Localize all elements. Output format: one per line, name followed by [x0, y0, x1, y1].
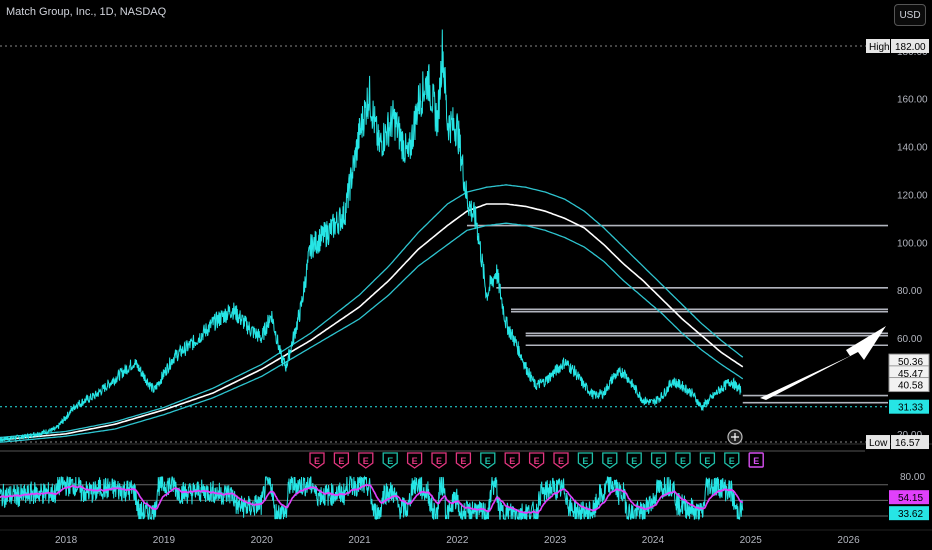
earnings-future-icon — [748, 452, 764, 468]
earnings-event-label: E — [704, 456, 710, 466]
earnings-event-icon — [358, 452, 374, 469]
earnings-event-icon — [675, 452, 691, 469]
earnings-event-label: E — [753, 456, 759, 466]
earnings-event-icon — [309, 452, 325, 469]
x-tick-label: 2019 — [153, 535, 176, 546]
rsi-ma-value-box — [889, 490, 929, 505]
x-tick-label: 2023 — [544, 535, 567, 546]
earnings-event-label: E — [338, 456, 344, 466]
y-tick-label: 80.00 — [897, 286, 922, 297]
earnings-event-icon — [577, 452, 594, 469]
earnings-event-label: E — [412, 456, 418, 466]
earnings-event-label: E — [582, 456, 588, 466]
earnings-event-label: E — [607, 456, 613, 466]
y-tick-label: 140.00 — [897, 143, 928, 154]
earnings-event-label: E — [509, 456, 515, 466]
x-tick-label: 2022 — [446, 535, 469, 546]
earnings-event-label: E — [436, 456, 442, 466]
high-low-value-text: 182.00 — [895, 42, 926, 53]
earnings-event-label: E — [363, 456, 369, 466]
y-tick-label: 100.00 — [897, 238, 928, 249]
earnings-event-icon — [602, 452, 618, 469]
x-tick-label: 2021 — [348, 535, 371, 546]
upper-band-line — [0, 184, 744, 439]
rsi-ma-value-text: 54.15 — [898, 493, 923, 504]
x-tick-label: 2024 — [642, 535, 665, 546]
projection-arrow — [760, 326, 886, 400]
earnings-event-icon — [333, 452, 350, 469]
y-tick-label: 120.00 — [897, 190, 928, 201]
earnings-event-label: E — [656, 456, 662, 466]
earnings-event-icon — [431, 452, 447, 469]
high-low-tag — [866, 435, 890, 450]
rsi-y-tick-label: 80.00 — [900, 472, 925, 483]
earnings-event-icon — [382, 452, 398, 469]
earnings-event-label: E — [729, 456, 735, 466]
high-low-value-box — [891, 435, 929, 450]
earnings-event-icon — [528, 452, 545, 469]
earnings-event-icon — [480, 452, 496, 469]
x-tick-label: 2025 — [740, 535, 763, 546]
last-price-text: 31.33 — [898, 403, 923, 414]
earnings-event-label: E — [534, 456, 540, 466]
earnings-event-icon — [504, 452, 520, 469]
earnings-event-label: E — [485, 456, 491, 466]
high-low-tag — [866, 39, 890, 53]
high-low-tag-text: Low — [869, 438, 888, 449]
x-tick-label: 2020 — [251, 535, 274, 546]
x-tick-label: 2026 — [837, 535, 860, 546]
earnings-event-label: E — [680, 456, 686, 466]
earnings-event-icon — [650, 452, 667, 469]
price-line — [0, 29, 742, 443]
earnings-event-icon — [626, 452, 642, 469]
earnings-event-label: E — [314, 456, 320, 466]
band-value-text: 40.58 — [898, 381, 923, 392]
earnings-event-label: E — [387, 456, 393, 466]
last-price-box — [889, 399, 929, 414]
high-low-value-box — [891, 39, 929, 53]
timeline-marker-plus — [731, 433, 739, 441]
earnings-event-icon — [406, 452, 423, 469]
earnings-event-label: E — [631, 456, 637, 466]
rsi-ma-line — [0, 483, 744, 514]
x-tick-label: 2018 — [55, 535, 78, 546]
earnings-event-icon — [724, 452, 740, 469]
rsi-line — [0, 475, 744, 521]
earnings-event-icon — [699, 452, 716, 469]
earnings-event-icon — [455, 452, 472, 469]
rsi-value-box — [889, 506, 929, 521]
earnings-event-label: E — [558, 456, 564, 466]
band-value-text: 50.36 — [898, 357, 923, 368]
rsi-value-text: 33.62 — [898, 509, 923, 520]
currency-button[interactable]: USD — [894, 4, 926, 26]
chart-title: Match Group, Inc., 1D, NASDAQ — [6, 6, 167, 18]
band-value-box — [888, 377, 930, 393]
earnings-event-icon — [553, 452, 569, 469]
y-tick-label: 160.00 — [897, 95, 928, 106]
high-low-tag-text: High — [869, 42, 890, 53]
lower-band-line — [0, 222, 744, 443]
y-tick-label: 60.00 — [897, 334, 922, 345]
mid-band-line — [0, 203, 744, 441]
high-low-value-text: 16.57 — [895, 438, 920, 449]
earnings-event-label: E — [460, 456, 466, 466]
band-value-text: 45.47 — [898, 369, 923, 380]
